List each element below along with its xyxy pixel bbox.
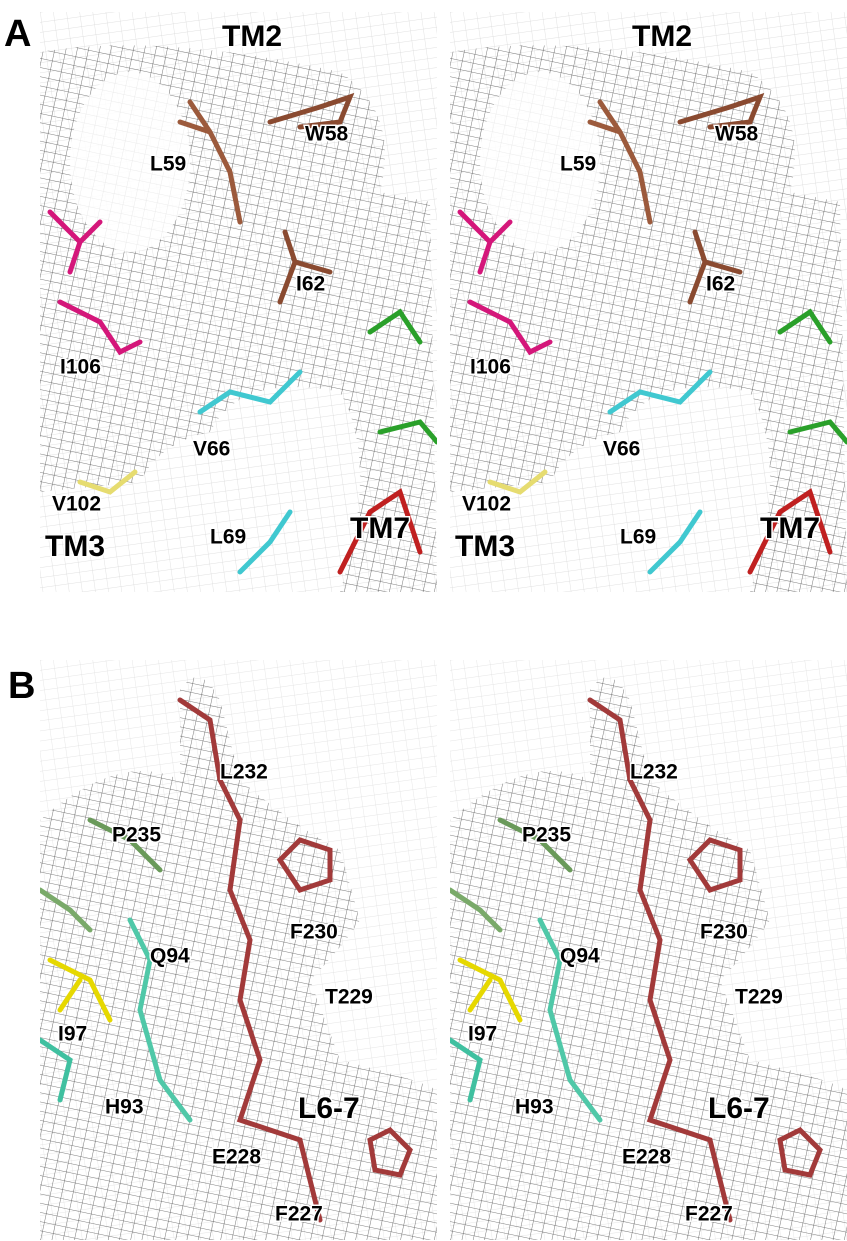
residue-label: L59 xyxy=(560,153,596,176)
panel-letter: A xyxy=(4,13,31,55)
residue-label: E228 xyxy=(212,1146,261,1169)
residue-label: I97 xyxy=(468,1023,497,1046)
region-label: TM3 xyxy=(45,530,105,563)
residue-label: F227 xyxy=(275,1203,323,1226)
residue-label: H93 xyxy=(105,1096,144,1119)
residue-label: P235 xyxy=(112,824,161,847)
residue-label: I62 xyxy=(296,273,325,296)
residue-label: V66 xyxy=(603,438,640,461)
residue-label: F230 xyxy=(700,921,748,944)
region-label: TM2 xyxy=(222,20,282,53)
residue-label: I62 xyxy=(706,273,735,296)
residue-label: L59 xyxy=(150,153,186,176)
residue-label: I106 xyxy=(470,356,511,379)
residue-label: Q94 xyxy=(150,945,190,968)
residue-label: E228 xyxy=(622,1146,671,1169)
region-label: L6-7 xyxy=(708,1092,770,1125)
residue-label: F227 xyxy=(685,1203,733,1226)
residue-label: L69 xyxy=(620,526,656,549)
residue-label: V102 xyxy=(462,493,511,516)
residue-label: T229 xyxy=(325,986,373,1009)
region-label: L6-7 xyxy=(298,1092,360,1125)
residue-label: P235 xyxy=(522,824,571,847)
residue-label: F230 xyxy=(290,921,338,944)
residue-label: L232 xyxy=(220,761,268,784)
residue-label: I106 xyxy=(60,356,101,379)
residue-label: L232 xyxy=(630,761,678,784)
residue-label: V66 xyxy=(193,438,230,461)
residue-label: I97 xyxy=(58,1023,87,1046)
panel-letter: B xyxy=(8,665,35,707)
residue-label: T229 xyxy=(735,986,783,1009)
region-label: TM7 xyxy=(760,512,820,545)
residue-label: L69 xyxy=(210,526,246,549)
residue-label: W58 xyxy=(715,123,759,146)
residue-label: H93 xyxy=(515,1096,554,1119)
region-label: TM7 xyxy=(350,512,410,545)
region-label: TM2 xyxy=(632,20,692,53)
region-label: TM3 xyxy=(455,530,515,563)
figure: A TM2 TM2 W58 W58 L59 L59 I62 I62 I106 I106 V66 V66 V… xyxy=(0,0,847,1241)
residue-label: V102 xyxy=(52,493,101,516)
residue-label: W58 xyxy=(305,123,349,146)
residue-label: Q94 xyxy=(560,945,600,968)
